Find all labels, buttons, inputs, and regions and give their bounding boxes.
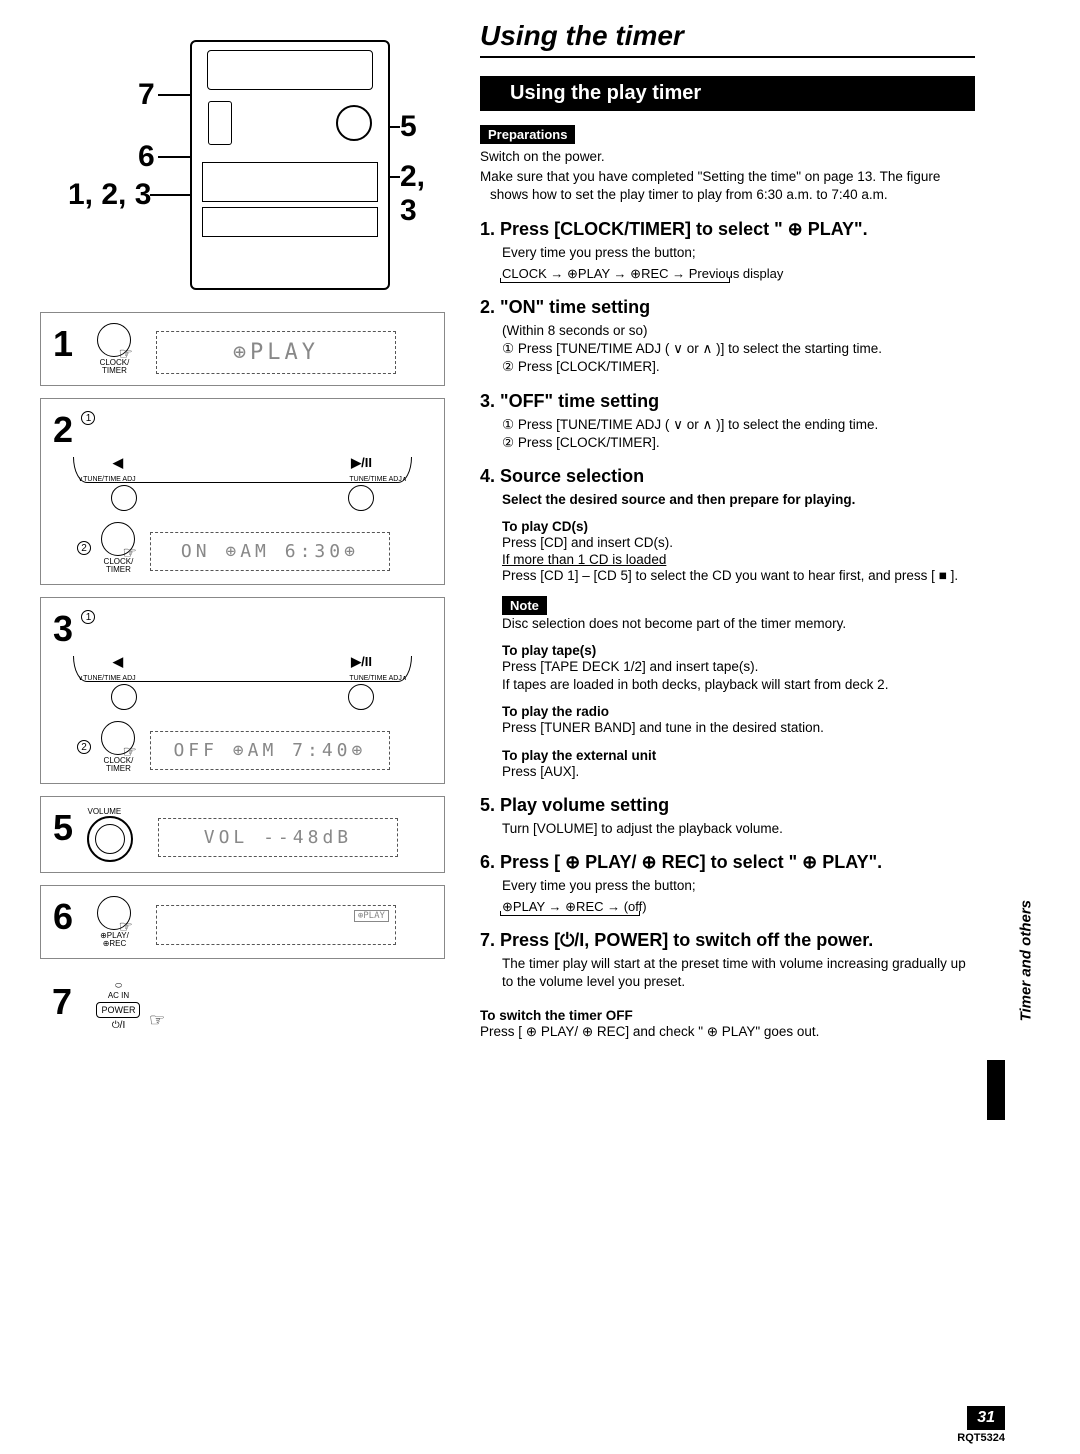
source-line: Press [CD] and insert CD(s). [502,534,975,552]
note-chip: Note [502,596,547,615]
left-panel-6: 6 ☞ ⊕PLAY/ ⊕REC ⊕PLAY [40,885,445,959]
diagram-label-5: 5 [400,110,417,144]
volume-knob-icon [87,816,133,862]
step-lead: Select the desired source and then prepa… [502,491,975,509]
source-heading: To play CD(s) [502,519,975,534]
left-column: 7 6 1, 2, 3 5 2, 3 1 ☞ CLOCK/ TIMER ⊕PLA… [0,0,455,1454]
tune-adj-row: ◀ ▶/II ∨TUNE/TIME ADJ TUNE/TIME ADJ∧ [53,457,432,512]
step-sub: ① Press [TUNE/TIME ADJ ( ∨ or ∧ )] to se… [502,340,975,358]
page-number: 31 [967,1406,1005,1430]
lcd-display-6: ⊕PLAY [156,905,396,945]
power-button-icon: POWER [96,1002,140,1018]
step-heading: 1. Press [CLOCK/TIMER] to select " ⊕ PLA… [480,219,975,240]
prep-bullet: Switch on the power. [480,148,975,166]
tune-adj-row: ◀ ▶/II ∨TUNE/TIME ADJ TUNE/TIME ADJ∧ [53,656,432,711]
stereo-diagram: 7 6 1, 2, 3 5 2, 3 [60,20,440,300]
lcd-display-5: VOL --48dB [158,818,398,857]
step-heading: 2. "ON" time setting [480,297,975,318]
source-heading: To play the radio [502,704,975,719]
switch-off-text: Press [ ⊕ PLAY/ ⊕ REC] and check " ⊕ PLA… [480,1023,975,1041]
right-column: Using the timer Using the play timer Pre… [455,0,1025,1454]
switch-off-heading: To switch the timer OFF [480,1008,975,1023]
source-underline: If more than 1 CD is loaded [502,552,975,567]
prep-bullet: Make sure that you have completed "Setti… [480,168,975,204]
doc-code: RQT5324 [957,1432,1005,1444]
stereo-unit [190,40,390,290]
source-line: Press [TAPE DECK 1/2] and insert tape(s)… [502,658,975,676]
cycle-underline [500,915,640,916]
diagram-label-7: 7 [138,78,155,112]
left-panel-7: 7 ⬭ AC IN POWER ⏻/I ☞ [40,971,445,1041]
step-sub: ① Press [TUNE/TIME ADJ ( ∨ or ∧ )] to se… [502,416,975,434]
panel-num: 3 [53,608,73,650]
lcd-display-2: ON ⊕AM 6:30⊕ [150,532,390,571]
clock-timer-button-icon: ☞ [97,323,131,357]
cycle-text: CLOCK → ⊕PLAY → ⊕REC → Previous display [502,266,975,282]
panel-num: 2 [53,409,73,451]
step-sub: ② Press [CLOCK/TIMER]. [502,434,975,452]
cycle-underline [500,282,730,283]
source-line: If tapes are loaded in both decks, playb… [502,676,975,694]
step-note: (Within 8 seconds or so) [502,322,975,340]
side-tab-block [987,1060,1005,1120]
source-heading: To play tape(s) [502,643,975,658]
clock-timer-button-icon: ☞ [101,522,135,556]
side-tab-label: Timer and others [1017,900,1034,1021]
step-heading: 6. Press [ ⊕ PLAY/ ⊕ REC] to select " ⊕ … [480,852,975,873]
panel-num: 1 [53,323,73,365]
lcd-display-1: ⊕PLAY [156,331,396,374]
source-line: Press [AUX]. [502,763,975,781]
page-title: Using the timer [480,20,975,58]
left-panel-2: 2 1 ◀ ▶/II ∨TUNE/TIME ADJ TUNE/TIME ADJ∧… [40,398,445,585]
source-line: Press [CD 1] – [CD 5] to select the CD y… [502,567,975,585]
source-heading: To play the external unit [502,748,975,763]
step-body: Turn [VOLUME] to adjust the playback vol… [502,820,975,838]
left-panel-1: 1 ☞ CLOCK/ TIMER ⊕PLAY [40,312,445,386]
panel-num: 6 [53,896,73,938]
diagram-label-23: 2, 3 [400,160,440,228]
diagram-label-123: 1, 2, 3 [68,178,151,212]
cycle-text: ⊕PLAY → ⊕REC → (off) [502,899,975,915]
step-heading: 4. Source selection [480,466,975,487]
left-panel-5: 5 VOLUME VOL --48dB [40,796,445,873]
note-text: Disc selection does not become part of t… [502,615,975,633]
step-heading: 3. "OFF" time setting [480,391,975,412]
preparations-chip: Preparations [480,125,575,144]
step-heading: 5. Play volume setting [480,795,975,816]
page-footer: 31 RQT5324 [957,1406,1005,1444]
source-line: Press [TUNER BAND] and tune in the desir… [502,719,975,737]
step-body: Every time you press the button; [502,244,975,262]
play-rec-button-icon: ☞ [97,896,131,930]
step-body: The timer play will start at the preset … [502,955,975,991]
clock-timer-button-icon: ☞ [101,721,135,755]
lcd-display-3: OFF ⊕AM 7:40⊕ [150,731,390,770]
left-panel-3: 3 1 ◀ ▶/II ∨TUNE/TIME ADJ TUNE/TIME ADJ∧… [40,597,445,784]
panel-num: 7 [52,981,72,1023]
panel-num: 5 [53,807,73,849]
step-sub: ② Press [CLOCK/TIMER]. [502,358,975,376]
step-body: Every time you press the button; [502,877,975,895]
diagram-label-6: 6 [138,140,155,174]
step-heading: 7. Press [⏻/I, POWER] to switch off the … [480,930,975,951]
subsection-bar: Using the play timer [480,76,975,111]
